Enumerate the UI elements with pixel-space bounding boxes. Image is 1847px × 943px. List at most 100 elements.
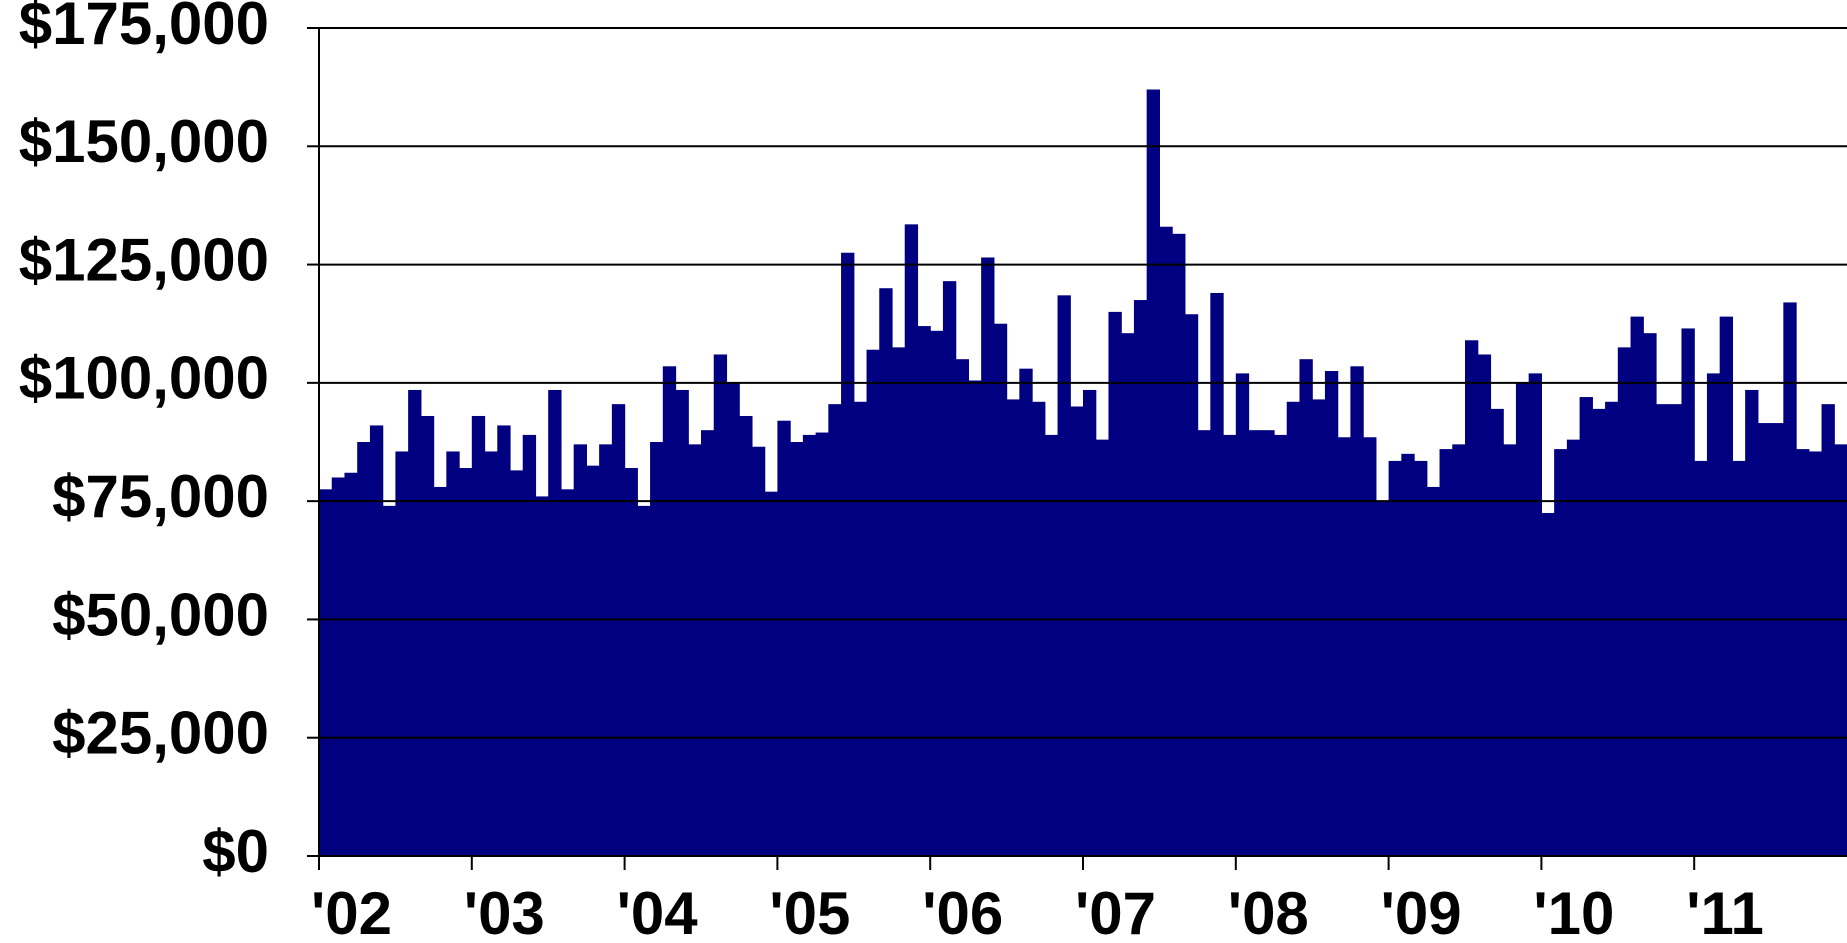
bar (1452, 444, 1466, 856)
bar (395, 451, 409, 856)
bar (866, 349, 880, 856)
x-tick-label: '03 (464, 880, 545, 943)
bar (1070, 406, 1084, 856)
bar (1248, 430, 1262, 856)
y-tick-label: $75,000 (52, 463, 269, 530)
bar (815, 432, 829, 856)
bar (1757, 423, 1772, 856)
bar (1363, 437, 1377, 856)
bar (1719, 316, 1733, 856)
bar (560, 489, 575, 856)
bar (1617, 347, 1632, 856)
bar (1783, 302, 1797, 856)
bar (1796, 449, 1810, 856)
bar (1528, 373, 1542, 856)
x-tick-label: '08 (1228, 880, 1309, 943)
bar (675, 389, 689, 856)
bar (573, 444, 587, 856)
bar (1477, 354, 1492, 856)
bar (484, 451, 498, 856)
bar (522, 434, 537, 856)
bar (1821, 404, 1835, 856)
bar (739, 415, 753, 856)
bar (1146, 89, 1160, 857)
bar (955, 359, 969, 856)
bar (904, 224, 919, 857)
bar (1668, 404, 1683, 856)
bar (1184, 314, 1199, 856)
bar (853, 401, 868, 856)
bar (1057, 295, 1071, 857)
bar (1235, 373, 1250, 856)
bar (446, 451, 460, 856)
bar (688, 444, 702, 856)
bar (1579, 397, 1593, 856)
bar (408, 389, 422, 856)
bar (1656, 404, 1670, 856)
bar (892, 347, 906, 856)
bar (369, 425, 384, 856)
bar (1605, 401, 1619, 856)
bar (1261, 430, 1275, 856)
bar (459, 468, 473, 856)
bar (344, 472, 358, 856)
bar (637, 505, 651, 856)
y-tick-label: $25,000 (52, 700, 269, 767)
bar (828, 404, 842, 856)
y-tick-label: $100,000 (19, 345, 269, 412)
y-tick-label: $125,000 (19, 226, 269, 293)
bar (1223, 434, 1237, 856)
bar (879, 288, 893, 856)
bar (1694, 460, 1708, 856)
bar (942, 281, 957, 856)
bar (1732, 460, 1746, 856)
y-tick-label: $175,000 (19, 0, 269, 57)
bar (1388, 460, 1402, 856)
bar (433, 486, 447, 856)
bar (1159, 226, 1173, 857)
bar (1337, 437, 1351, 856)
bar (586, 465, 600, 856)
bar (548, 389, 562, 856)
bar (1439, 449, 1453, 856)
x-tick-label: '02 (311, 880, 392, 943)
bar (510, 470, 524, 856)
bar (777, 420, 791, 856)
bar (1490, 408, 1504, 856)
y-tick-label: $0 (202, 818, 269, 885)
bar (1032, 401, 1046, 856)
bar (1006, 399, 1020, 856)
bar (1630, 316, 1644, 856)
bar (1210, 292, 1224, 857)
bar (1083, 389, 1097, 856)
x-tick-label: '06 (922, 880, 1003, 943)
bar (1554, 449, 1568, 856)
bar (993, 323, 1008, 856)
bar (1350, 366, 1364, 856)
bar (471, 415, 486, 856)
bar (1503, 444, 1517, 856)
bar (624, 468, 638, 856)
bar (1121, 333, 1135, 857)
y-tick-label: $150,000 (19, 108, 269, 175)
bar (1706, 373, 1721, 856)
y-tick-label: $50,000 (52, 581, 269, 648)
bar (981, 257, 995, 857)
bar (420, 415, 435, 856)
bar (1375, 501, 1390, 856)
bar (764, 491, 778, 856)
bar (1019, 368, 1033, 856)
bar (1426, 486, 1441, 856)
bar (1324, 371, 1339, 856)
bar (713, 354, 728, 856)
bar (1274, 434, 1288, 856)
bar (751, 446, 766, 856)
bar (319, 489, 333, 856)
bar (1566, 439, 1581, 856)
bar (1172, 233, 1186, 856)
bar (802, 434, 817, 856)
bar (535, 496, 549, 856)
bar (1197, 430, 1211, 856)
bar (790, 442, 804, 856)
